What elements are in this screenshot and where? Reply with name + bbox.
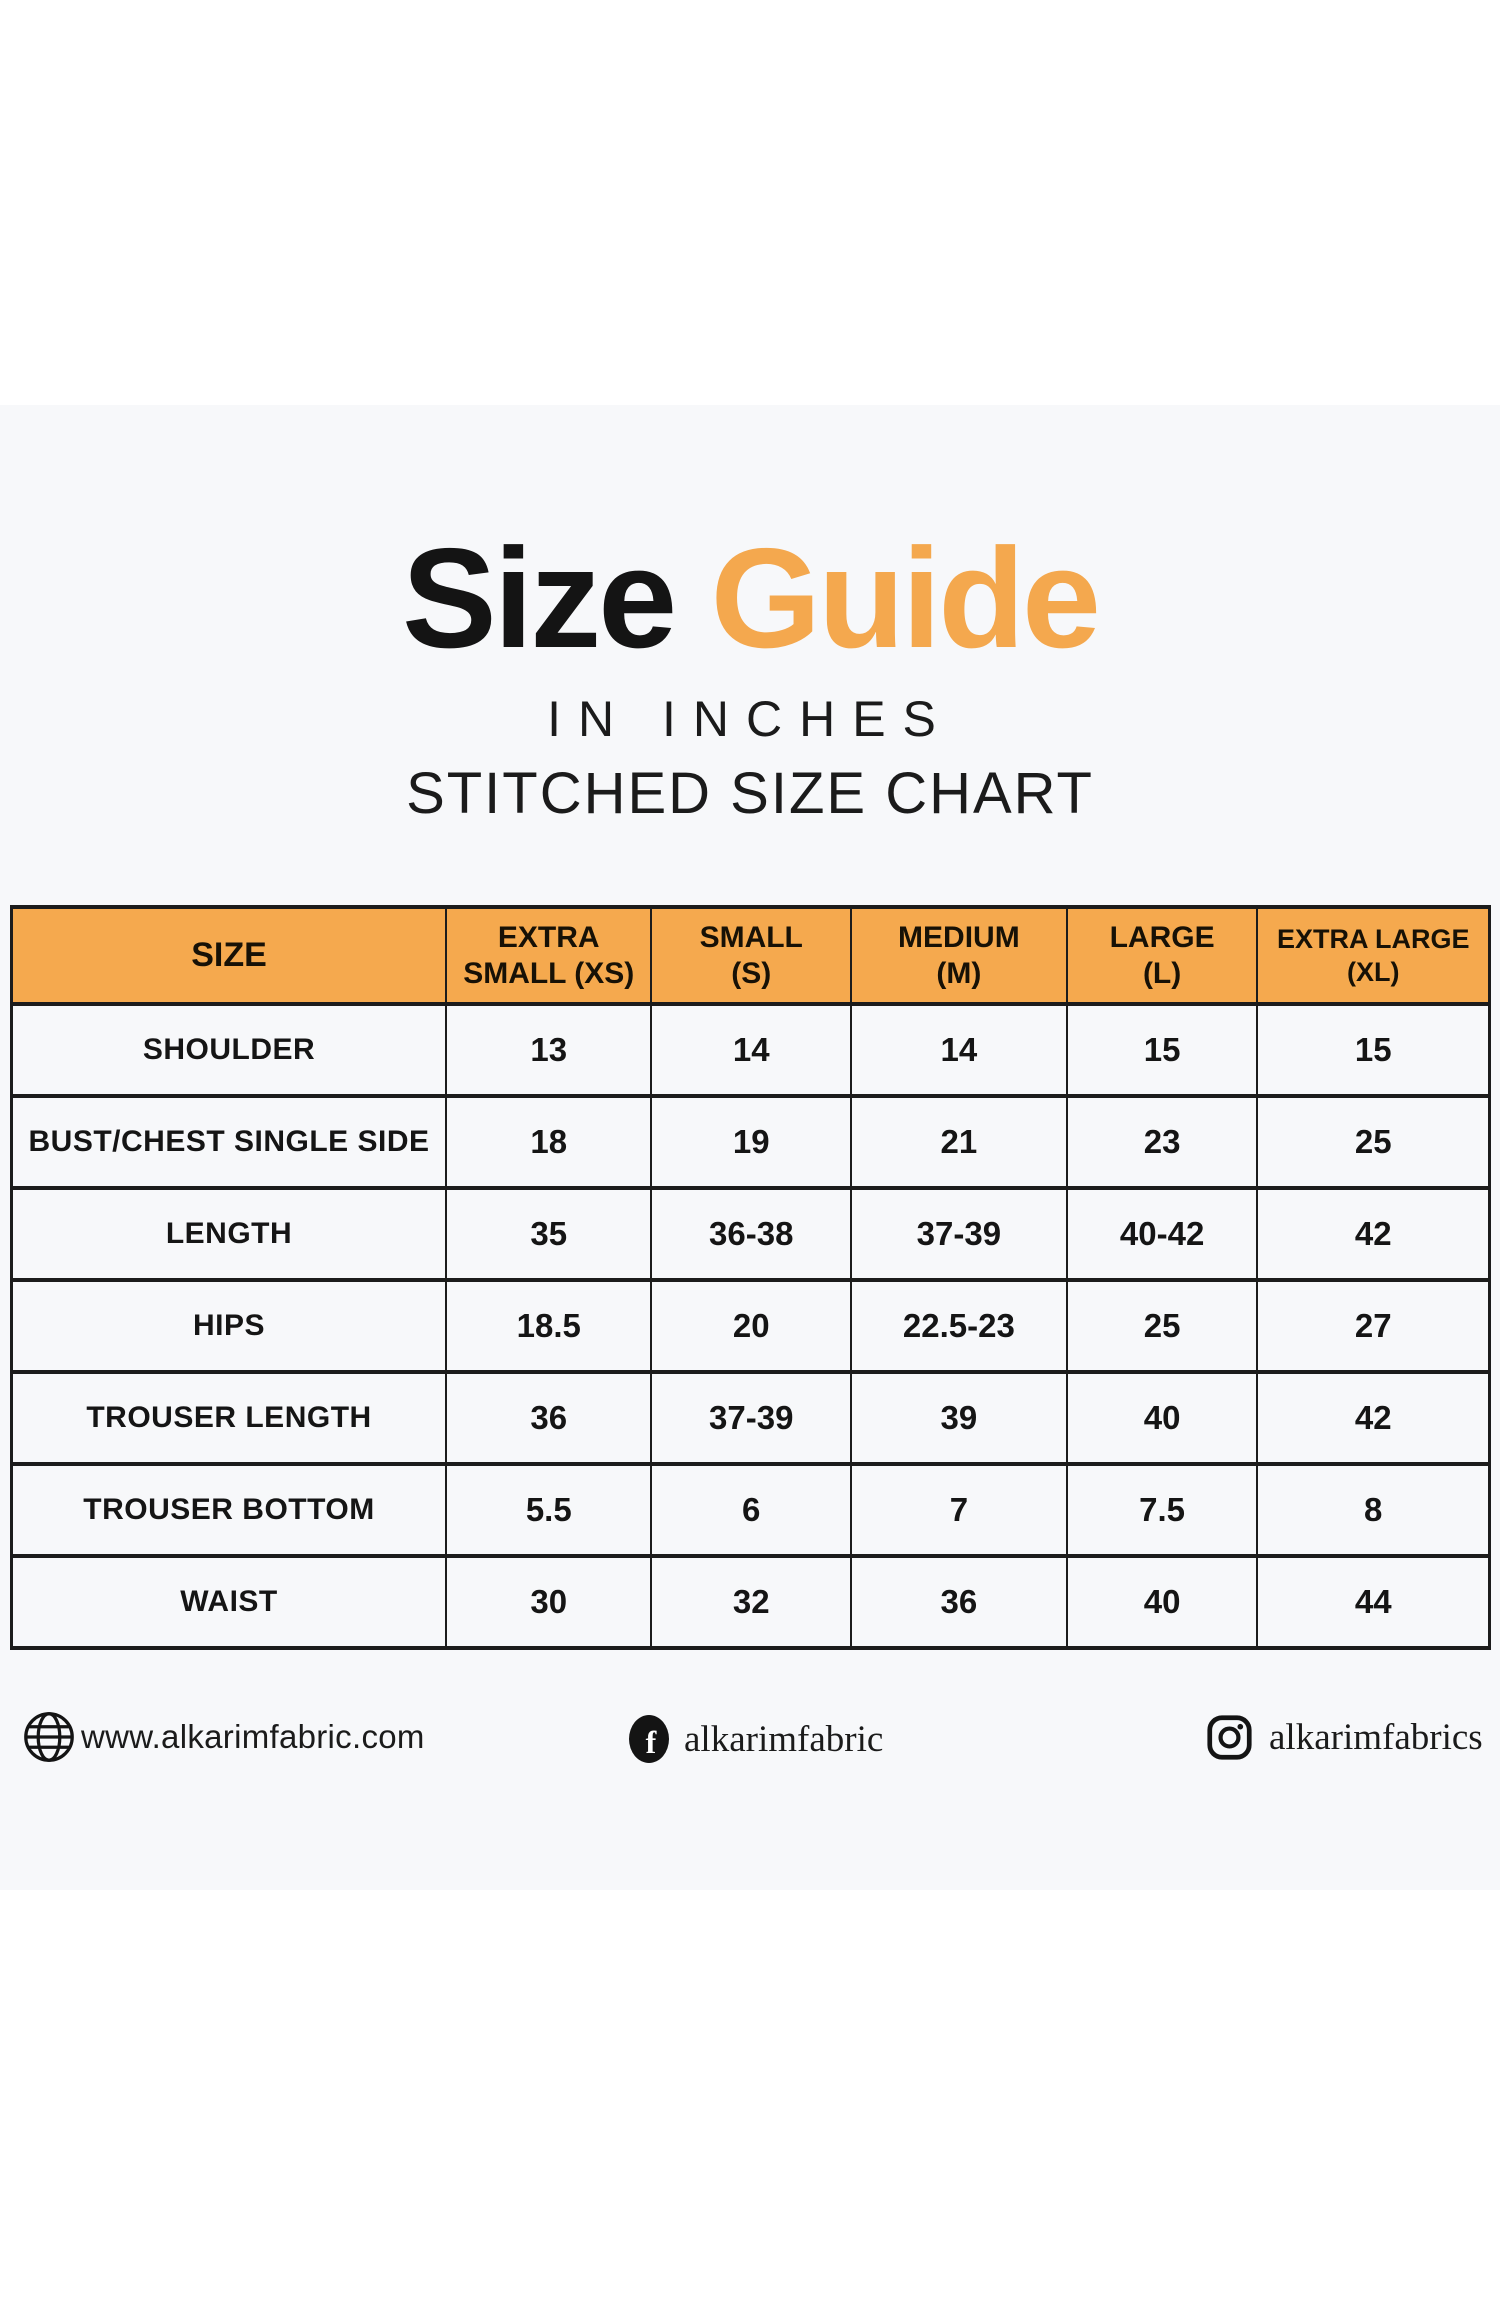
- cell-value: 6: [650, 1462, 852, 1558]
- table-row-waist: WAIST 30 32 36 40 44: [10, 1554, 1491, 1650]
- column-header-label: EXTRA: [497, 920, 600, 954]
- column-header-medium: MEDIUM (M): [849, 905, 1068, 1006]
- row-label: LENGTH: [10, 1186, 448, 1282]
- row-label: WAIST: [10, 1554, 448, 1650]
- svg-text:f: f: [646, 1724, 657, 1760]
- cell-value: 25: [1256, 1094, 1491, 1190]
- column-header-small: SMALL (S): [650, 905, 852, 1006]
- column-header-label: SMALL (XS): [463, 956, 635, 990]
- cell-value: 36: [849, 1554, 1068, 1650]
- table-row-trouser-length: TROUSER LENGTH 36 37-39 39 40 42: [10, 1370, 1491, 1466]
- cell-value: 25: [1065, 1278, 1259, 1374]
- instagram-icon: [1207, 1715, 1252, 1760]
- size-chart-table: SIZE EXTRA SMALL (XS) SMALL (S) MEDIUM (M) …: [10, 905, 1491, 1650]
- cell-value: 14: [849, 1002, 1068, 1098]
- column-header-extra-small: EXTRA SMALL (XS): [445, 905, 653, 1006]
- page-title: Size Guide: [0, 528, 1500, 670]
- column-header-label: (S): [731, 956, 772, 990]
- page-title-orange: Guide: [710, 519, 1101, 678]
- cell-value: 7: [849, 1462, 1068, 1558]
- cell-value: 19: [650, 1094, 852, 1190]
- cell-value: 18: [445, 1094, 653, 1190]
- cell-value: 5.5: [445, 1462, 653, 1558]
- column-header-label: EXTRA LARGE: [1276, 924, 1470, 955]
- cell-value: 21: [849, 1094, 1068, 1190]
- table-row-shoulder: SHOULDER 13 14 14 15 15: [10, 1002, 1491, 1098]
- column-header-label: (L): [1142, 956, 1182, 990]
- cell-value: 35: [445, 1186, 653, 1282]
- cell-value: 36-38: [650, 1186, 852, 1282]
- globe-icon: [24, 1712, 74, 1762]
- cell-value: 40: [1065, 1370, 1259, 1466]
- cell-value: 23: [1065, 1094, 1259, 1190]
- footer: www.alkarimfabric.com f alkarimfabric al…: [0, 1708, 1500, 1772]
- cell-value: 42: [1256, 1370, 1491, 1466]
- cell-value: 27: [1256, 1278, 1491, 1374]
- row-label: HIPS: [10, 1278, 448, 1374]
- column-header-extra-large: EXTRA LARGE (XL): [1256, 905, 1491, 1006]
- column-header-label: SMALL: [699, 920, 803, 954]
- cell-value: 30: [445, 1554, 653, 1650]
- column-header-label: (M): [936, 956, 982, 990]
- cell-value: 15: [1065, 1002, 1259, 1098]
- column-header-large: LARGE (L): [1065, 905, 1259, 1006]
- row-label: BUST/CHEST SINGLE SIDE: [10, 1094, 448, 1190]
- cell-value: 36: [445, 1370, 653, 1466]
- instagram-item: alkarimfabrics: [1206, 1714, 1483, 1761]
- cell-value: 18.5: [445, 1278, 653, 1374]
- cell-value: 44: [1256, 1554, 1491, 1650]
- row-label: SHOULDER: [10, 1002, 448, 1098]
- cell-value: 42: [1256, 1186, 1491, 1282]
- table-row-bust-chest: BUST/CHEST SINGLE SIDE 18 19 21 23 25: [10, 1094, 1491, 1190]
- column-header-label: SIZE: [191, 936, 267, 975]
- subtitle-in-inches: IN INCHES: [547, 691, 953, 747]
- facebook-item: f alkarimfabric: [628, 1714, 883, 1764]
- cell-value: 20: [650, 1278, 852, 1374]
- table-header-row: SIZE EXTRA SMALL (XS) SMALL (S) MEDIUM (M) …: [10, 905, 1491, 1006]
- column-header-label: (XL): [1346, 956, 1400, 987]
- row-label: TROUSER LENGTH: [10, 1370, 448, 1466]
- cell-value: 15: [1256, 1002, 1491, 1098]
- facebook-icon: f: [629, 1715, 669, 1763]
- page-title-black: Size: [402, 519, 677, 678]
- row-label: TROUSER BOTTOM: [10, 1462, 448, 1558]
- cell-value: 39: [849, 1370, 1068, 1466]
- column-header-size: SIZE: [10, 905, 448, 1006]
- website-item: www.alkarimfabric.com: [22, 1710, 425, 1764]
- table-row-trouser-bottom: TROUSER BOTTOM 5.5 6 7 7.5 8: [10, 1462, 1491, 1558]
- instagram-handle: alkarimfabrics: [1269, 1717, 1483, 1758]
- cell-value: 13: [445, 1002, 653, 1098]
- cell-value: 8: [1256, 1462, 1491, 1558]
- table-row-length: LENGTH 35 36-38 37-39 40-42 42: [10, 1186, 1491, 1282]
- cell-value: 14: [650, 1002, 852, 1098]
- column-header-label: LARGE: [1109, 920, 1215, 954]
- cell-value: 40: [1065, 1554, 1259, 1650]
- cell-value: 32: [650, 1554, 852, 1650]
- column-header-label: MEDIUM: [898, 920, 1020, 954]
- facebook-handle: alkarimfabric: [684, 1718, 884, 1760]
- cell-value: 7.5: [1065, 1462, 1259, 1558]
- website-url: www.alkarimfabric.com: [81, 1718, 425, 1755]
- table-row-hips: HIPS 18.5 20 22.5-23 25 27: [10, 1278, 1491, 1374]
- cell-value: 37-39: [849, 1186, 1068, 1282]
- cell-value: 40-42: [1065, 1186, 1259, 1282]
- cell-value: 37-39: [650, 1370, 852, 1466]
- title-block: Size Guide IN INCHES STITCHED SIZE CHART: [0, 528, 1500, 827]
- subtitle-stitched-size-chart: STITCHED SIZE CHART: [406, 761, 1094, 826]
- cell-value: 22.5-23: [849, 1278, 1068, 1374]
